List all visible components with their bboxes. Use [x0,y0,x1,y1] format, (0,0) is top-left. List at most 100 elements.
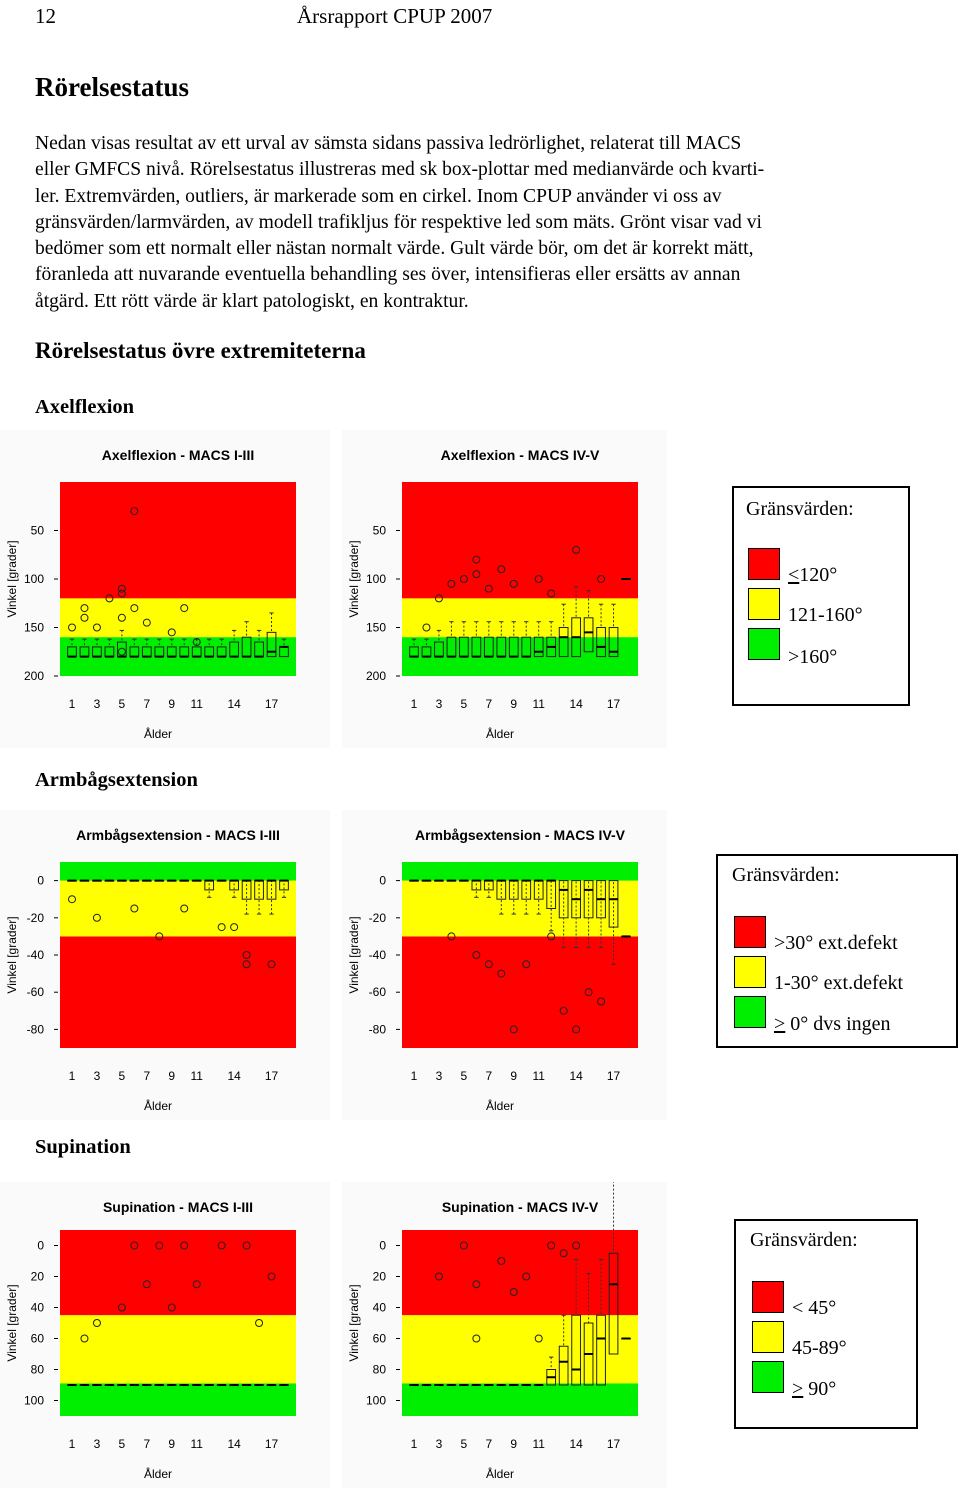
y-tick-label: 0 [37,874,44,888]
outlier-point [472,570,481,579]
y-tick-label: 150 [24,621,44,635]
x-tick-label: 5 [119,1437,126,1451]
y-tick-label: 80 [31,1363,45,1377]
box-iqr [608,880,619,928]
legend-label-red: < 45° [792,1297,837,1319]
outlier-point [105,594,114,603]
x-tick-label: 7 [143,1437,150,1451]
legend-swatch-yellow [752,1321,784,1353]
chart-axelflexion-macs-1-3: Axelflexion - MACS I-III 50 100 150 200 Vinke… [0,430,330,748]
zone-yellow [402,880,638,937]
x-tick-label: 5 [119,697,126,711]
x-tick-label: 17 [607,1069,621,1083]
outlier-point [472,1280,481,1289]
box-iqr [583,617,594,653]
outlier-point [155,1241,164,1250]
box-iqr [533,636,544,658]
chart-armbagsextension-macs-1-3: Armbågsextension - MACS I-III -80 -60 -40 -2… [0,810,330,1120]
legend-armbagsextension: Gränsvärden: >30° ext.defekt 1-30° ext.d… [716,854,958,1048]
intro-line: föranleda att nuvarande eventuella behan… [35,264,741,286]
outlier-point [484,584,493,593]
section-title-supination: Supination [35,1136,131,1158]
x-tick-label: 3 [94,1437,101,1451]
x-tick-label: 9 [510,1437,517,1451]
x-tick-label: 1 [411,1069,418,1083]
y-tick-label: 40 [31,1301,45,1315]
outlier-point [459,1241,468,1250]
x-tick-label: 7 [485,1437,492,1451]
outlier-point [142,618,151,627]
outlier-point [497,1257,506,1265]
outlier-point [434,594,443,603]
x-axis-label: Ålder [144,1098,172,1113]
outlier-point [217,1241,226,1250]
x-tick-label: 9 [168,1437,175,1451]
page-title: Rörelsestatus [35,72,189,102]
legend-label-green: > 90° [792,1378,837,1400]
y-tick-label: -80 [27,1022,45,1036]
legend-title: Gränsvärden: [746,498,854,520]
outlier-point [142,1280,151,1289]
outlier-point [509,579,518,588]
box-iqr [558,627,569,658]
x-tick-label: 11 [532,697,545,711]
x-axis-label: Ålder [486,1098,514,1113]
legend-swatch-red [752,1281,784,1313]
legend-label-yellow: 45-89° [792,1337,847,1359]
outlier-point [497,565,506,574]
section-title-axelflexion: Axelflexion [35,396,135,418]
outlier-point [547,589,556,598]
outlier-point [167,1303,176,1312]
box-iqr [608,1252,619,1355]
outlier-point [547,932,556,941]
box-iqr [558,880,569,919]
zone-red [60,936,296,1048]
y-tick-label: 200 [366,669,386,683]
x-tick-label: 5 [461,1437,468,1451]
outlier-point [459,575,468,583]
legend-label-green: >160° [788,646,838,668]
outlier-point [509,1288,518,1296]
y-tick-label: -40 [27,948,45,962]
legend-supination: Gränsvärden: < 45° 45-89° > 90° [734,1219,918,1429]
x-tick-label: 14 [569,1437,583,1451]
intro-line: eller GMFCS nivå. Rörelsestatus illustre… [35,159,765,181]
outlier-point [559,1006,568,1015]
outlier-point [522,1272,531,1281]
y-tick-label: 200 [24,669,44,683]
x-tick-label: 3 [94,1069,101,1083]
zone-yellow [60,880,296,937]
x-tick-label: 1 [69,1069,76,1083]
outlier-point [434,1272,443,1281]
outlier-point [547,1241,556,1250]
outlier-point [559,1249,568,1258]
y-tick-label: 100 [366,1394,386,1408]
intro-line: ler. Extremvärden, outliers, är markerad… [35,185,722,207]
x-tick-label: 11 [532,1437,545,1451]
running-title: Årsrapport CPUP 2007 [297,4,493,28]
legend-label-red: >30° ext.defekt [774,932,898,954]
zone-green [402,862,638,881]
section-title-armbagsextension: Armbågsextension [35,769,198,791]
x-tick-label: 9 [168,697,175,711]
x-tick-label: 14 [227,1069,241,1083]
outlier-point [80,604,89,613]
outlier-point [267,1272,276,1281]
y-tick-label: 60 [373,1332,387,1346]
x-tick-label: 9 [510,697,517,711]
outlier-point [130,1241,139,1250]
chart-axelflexion-macs-4-5: Axelflexion - MACS IV-V 50 100 150 200 Vinkel… [342,430,667,748]
box-iqr [571,617,581,658]
box-iqr [571,880,581,919]
y-tick-label: 50 [373,524,387,538]
outlier-point [130,904,139,913]
outlier-point [522,960,531,969]
x-tick-label: 17 [607,697,621,711]
y-tick-label: -60 [369,985,387,999]
outlier-point [192,638,201,647]
y-tick-label: 60 [31,1332,45,1346]
x-tick-label: 3 [94,697,101,711]
y-axis-label: Vinkel [grader] [5,916,19,993]
x-tick-label: 17 [607,1437,621,1451]
chart-title: Axelflexion - MACS I-III [102,447,254,463]
